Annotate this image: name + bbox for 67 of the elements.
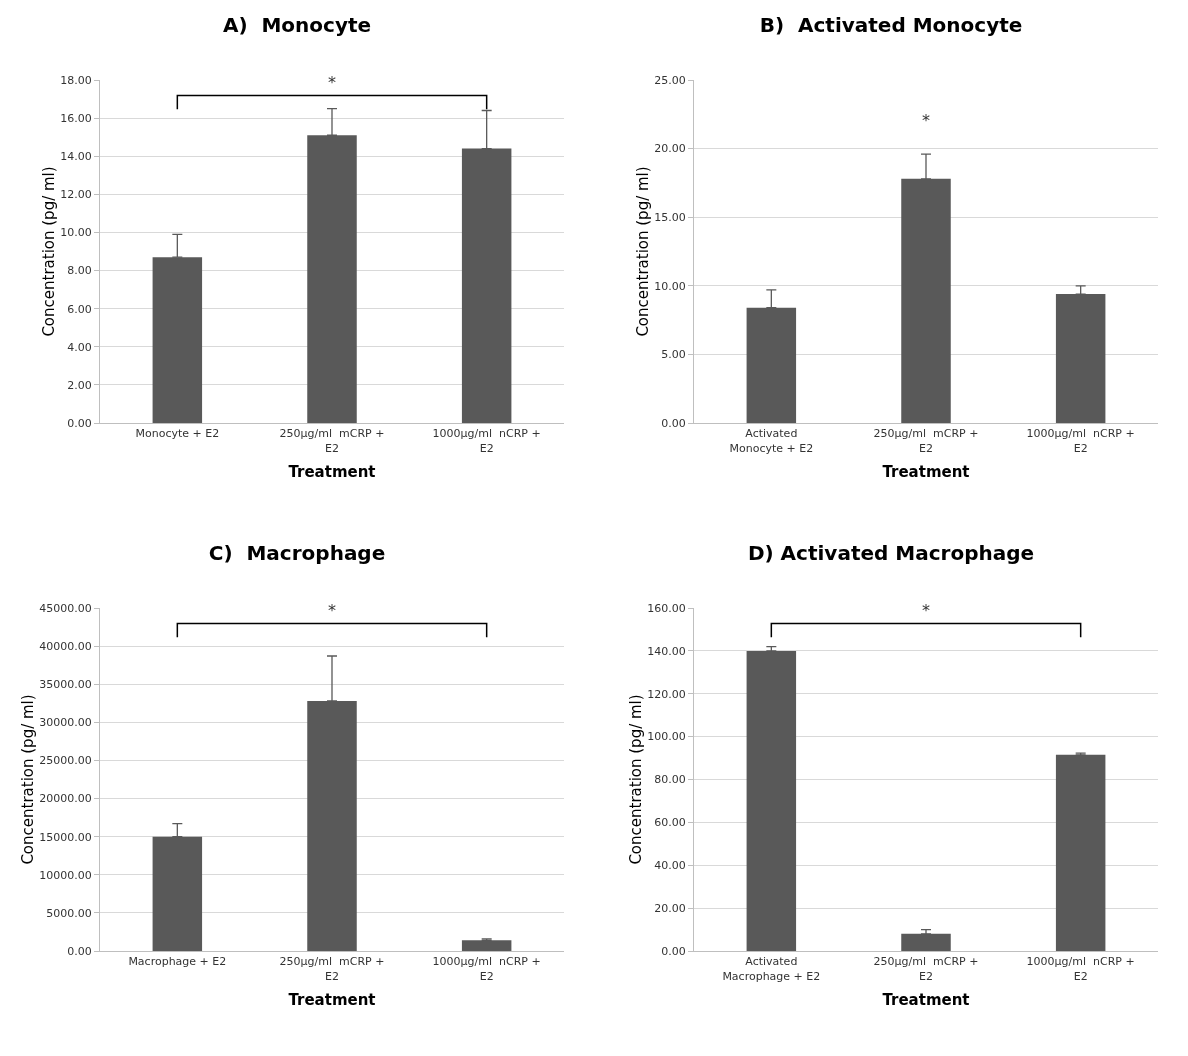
y-tick-label: 0.00	[67, 944, 92, 958]
x-tick-label: Activated Monocyte + E2	[729, 427, 814, 455]
x-tick-label: 1000µg/ml nCRP + E2	[1026, 427, 1135, 455]
y-tick-label: 20.00	[654, 901, 686, 915]
chart-title: B) Activated Monocyte	[759, 13, 1023, 38]
y-tick-label: 80.00	[654, 773, 686, 787]
x-tick-label: Monocyte + E2	[135, 427, 220, 441]
y-tick-label: 5.00	[661, 348, 686, 362]
y-tick-label: 10.00	[60, 226, 92, 240]
y-tick-label: 5000.00	[46, 906, 92, 920]
y-tick-label: 6.00	[67, 302, 92, 316]
y-tick-label: 100.00	[647, 730, 686, 744]
x-tick-label: 1000µg/ml nCRP + E2	[432, 427, 541, 455]
y-tick-label: 20000.00	[39, 792, 92, 806]
chart-title: A) Monocyte	[222, 13, 372, 38]
y-tick-label: 2.00	[67, 378, 92, 392]
y-tick-label: 30000.00	[39, 716, 92, 730]
x-tick-label: 250µg/ml mCRP + E2	[279, 955, 385, 983]
y-tick-label: 8.00	[67, 264, 92, 278]
y-axis-title: Concentration (pg/ ml)	[40, 166, 59, 337]
x-tick-label: 1000µg/ml nCRP + E2	[432, 955, 541, 983]
bar	[901, 933, 951, 951]
y-axis-title: Concentration (pg/ ml)	[627, 694, 646, 865]
y-tick-label: 20.00	[654, 142, 686, 156]
y-axis-title: Concentration (pg/ ml)	[19, 694, 38, 865]
y-tick-label: 140.00	[647, 644, 686, 658]
y-tick-label: 45000.00	[39, 601, 92, 615]
y-tick-label: 60.00	[654, 816, 686, 830]
y-tick-label: 40.00	[654, 859, 686, 873]
y-tick-label: 15.00	[654, 211, 686, 225]
y-axis-title: Concentration (pg/ ml)	[634, 166, 653, 337]
y-tick-label: 0.00	[67, 416, 92, 430]
x-axis-title: Treatment	[882, 462, 970, 481]
x-axis-title: Treatment	[288, 990, 376, 1009]
y-tick-label: 15000.00	[39, 830, 92, 844]
y-tick-label: 14.00	[60, 150, 92, 164]
x-axis-title: Treatment	[882, 990, 970, 1009]
y-tick-label: 40000.00	[39, 639, 92, 653]
y-tick-label: 25.00	[654, 73, 686, 87]
x-tick-label: 250µg/ml mCRP + E2	[873, 427, 979, 455]
y-tick-label: 0.00	[661, 416, 686, 430]
y-tick-label: 4.00	[67, 340, 92, 354]
chart-title: D) Activated Macrophage	[747, 541, 1035, 566]
y-tick-label: 160.00	[647, 601, 686, 615]
x-tick-label: Activated Macrophage + E2	[722, 955, 821, 983]
bar	[1055, 754, 1106, 951]
y-tick-label: 0.00	[661, 944, 686, 958]
annotation: *	[922, 601, 930, 620]
bar	[461, 940, 512, 951]
y-tick-label: 18.00	[60, 73, 92, 87]
bar	[746, 650, 797, 951]
y-tick-label: 12.00	[60, 188, 92, 202]
y-tick-label: 10000.00	[39, 868, 92, 882]
y-tick-label: 35000.00	[39, 678, 92, 692]
x-axis-title: Treatment	[288, 462, 376, 481]
y-tick-label: 10.00	[654, 279, 686, 293]
x-tick-label: 250µg/ml mCRP + E2	[279, 427, 385, 455]
x-tick-label: 1000µg/ml nCRP + E2	[1026, 955, 1135, 983]
annotation: *	[328, 601, 336, 620]
x-tick-label: Macrophage + E2	[128, 955, 227, 969]
annotation: *	[922, 111, 930, 130]
x-tick-label: 250µg/ml mCRP + E2	[873, 955, 979, 983]
chart-title: C) Macrophage	[208, 541, 386, 566]
y-tick-label: 16.00	[60, 111, 92, 125]
annotation: *	[328, 73, 336, 92]
y-tick-label: 25000.00	[39, 754, 92, 768]
y-tick-label: 120.00	[647, 687, 686, 701]
